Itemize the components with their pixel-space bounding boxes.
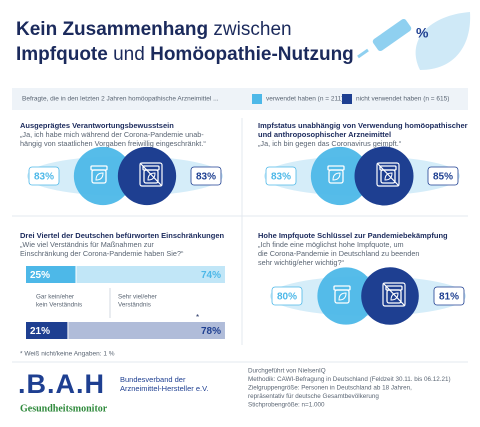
category-label: kein Verständnis	[36, 302, 82, 309]
legend-label: nicht verwendet haben (n = 615)	[356, 96, 449, 103]
icon-cross	[376, 162, 400, 187]
title-part: Homöopathie-Nutzung	[150, 44, 354, 65]
method-line: Zielgruppengröße: Personen in Deutschlan…	[248, 385, 412, 392]
panel-quote: „Ich finde eine möglichst hohe Impfquote…	[258, 240, 404, 249]
title-part: Impfquote	[16, 44, 108, 65]
method-line: Stichprobengröße: n=1.000	[248, 402, 325, 409]
icon-lid	[327, 165, 345, 171]
footnote: * Weiß nicht/keine Angaben: 1 %	[20, 351, 115, 358]
icon-cross	[139, 162, 163, 187]
logo-name: Bundesverband der	[120, 375, 186, 384]
icon-leaf	[95, 172, 104, 181]
value-label: 80%	[277, 292, 297, 303]
icon-frame	[139, 162, 163, 187]
category-label: Gar kein/eher	[36, 294, 74, 301]
icon	[333, 285, 351, 304]
value-label: 74%	[201, 270, 221, 281]
icon-lid	[333, 285, 351, 291]
panel-quote: sehr wichtig/eher wichtig?“	[258, 258, 345, 267]
value-label: 83%	[34, 172, 54, 183]
method-line: Durchgeführt von NielsenIQ	[248, 368, 326, 375]
panel-quote: „Ja, ich habe mich während der Corona-Pa…	[20, 130, 204, 139]
icon	[376, 162, 400, 187]
bubble	[117, 146, 177, 206]
label-box	[433, 286, 465, 306]
label-box	[28, 166, 60, 186]
panel-quote: hängig von staatlichen Vorgaben freiwill…	[20, 139, 206, 148]
title-part: zwischen	[208, 19, 291, 40]
panel-heading: Hohe Impfquote Schlüssel zur Pandemiebek…	[258, 231, 448, 240]
legend-label: verwendet haben (n = 211)	[266, 96, 343, 103]
panel-quote: die Corona-Pandemie in Deutschland zu be…	[258, 249, 419, 258]
panel-quote: Einschränkung der Corona-Pandemie haben …	[20, 249, 184, 258]
icon-leaf	[147, 172, 156, 181]
footnote-marker: *	[196, 313, 199, 322]
panel-heading: Drei Viertel der Deutschen befürworten E…	[20, 231, 224, 240]
value-label: 83%	[271, 172, 291, 183]
bubble	[354, 146, 414, 206]
icon	[327, 165, 345, 184]
bar-segment	[76, 266, 225, 283]
bar-segment	[26, 322, 68, 339]
title: Impfquote und Homöopathie-Nutzung	[16, 44, 354, 65]
panel-heading: und anthroposophischer Arzneimittel	[258, 130, 391, 139]
panel-quote: „Ja, ich bin gegen das Coronavirus geimp…	[258, 139, 402, 148]
bar-segment	[26, 266, 76, 283]
logo-sub: Gesundheitsmonitor	[20, 403, 108, 414]
icon-lid	[379, 165, 397, 171]
title: Kein Zusammenhang zwischen	[16, 19, 292, 40]
icon-lid	[385, 285, 403, 291]
logo-name: Arzneimittel-Hersteller e.V.	[120, 384, 209, 393]
label-box	[427, 166, 459, 186]
title-part: und	[108, 44, 150, 65]
legend-swatch	[342, 94, 352, 104]
icon-leaf	[338, 292, 347, 301]
method-line: Methodik: CAWI-Befragung in Deutschland …	[248, 376, 451, 383]
icon-lid	[142, 165, 160, 171]
category-label: Sehr viel/eher	[118, 294, 157, 301]
value-label: 78%	[201, 326, 221, 337]
bubble	[361, 267, 419, 325]
header-icon: %	[357, 12, 471, 70]
icon-leaf	[332, 172, 341, 181]
category-label: Verständnis	[118, 302, 151, 309]
legend-band	[12, 88, 468, 110]
panel-heading: Impfstatus unabhängig von Verwendung hom…	[258, 121, 468, 130]
legend-intro: Befragte, die in den letzten 2 Jahren ho…	[22, 96, 219, 103]
icon-leaf	[390, 292, 399, 301]
label-box	[190, 166, 222, 186]
icon-frame	[376, 162, 400, 187]
method-line: repräsentativ für deutsche Gesamtbevölke…	[248, 393, 379, 400]
icon-lid	[90, 165, 108, 171]
panel-heading: Ausgeprägtes Verantwortungsbewusstsein	[20, 121, 174, 130]
value-label: 85%	[433, 172, 453, 183]
title-part: Kein Zusammenhang	[16, 19, 208, 40]
panel-quote: „Wie viel Verständnis für Maßnahmen zur	[20, 240, 154, 249]
icon-frame	[382, 282, 406, 307]
value-label: 81%	[439, 292, 459, 303]
logo-mark: .B.A.H	[18, 369, 105, 399]
svg-text:%: %	[416, 25, 429, 41]
bar-segment	[68, 322, 225, 339]
label-box	[271, 286, 303, 306]
value-label: 83%	[196, 172, 216, 183]
value-label: 25%	[30, 270, 50, 281]
icon-cross	[382, 282, 406, 307]
icon	[382, 282, 406, 307]
icon	[139, 162, 163, 187]
icon	[90, 165, 108, 184]
value-label: 21%	[30, 326, 50, 337]
icon-leaf	[384, 172, 393, 181]
label-box	[265, 166, 297, 186]
legend-swatch	[252, 94, 262, 104]
